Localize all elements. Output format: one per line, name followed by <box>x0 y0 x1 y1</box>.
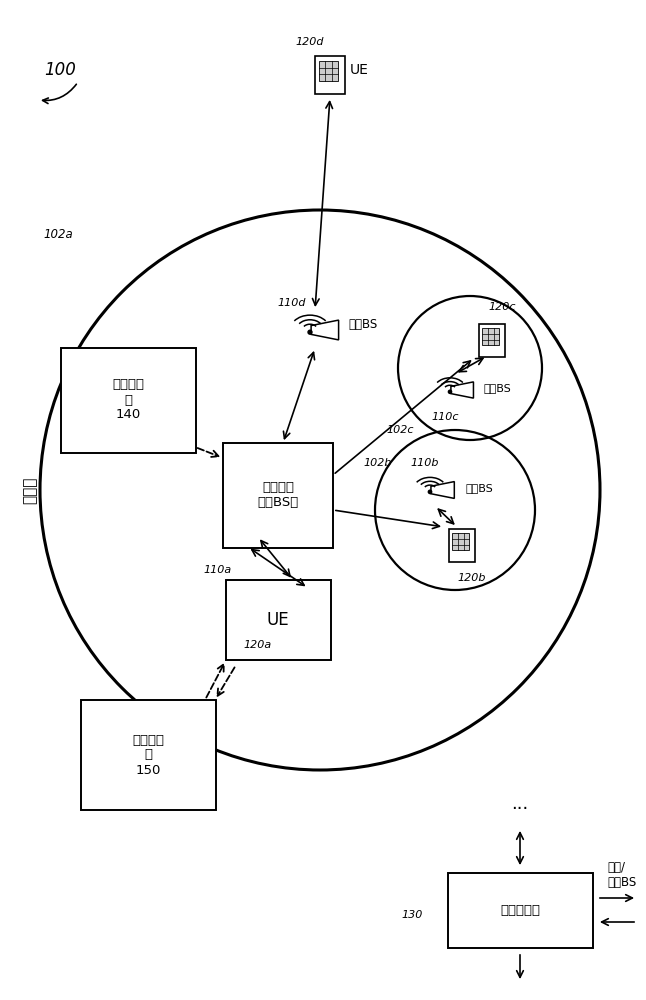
Text: 120c: 120c <box>488 302 516 312</box>
Bar <box>449 528 475 562</box>
Text: 102b: 102b <box>364 458 392 468</box>
Bar <box>315 56 345 94</box>
Text: 102a: 102a <box>43 229 73 241</box>
Text: 中继BS: 中继BS <box>348 318 377 332</box>
Bar <box>452 533 469 550</box>
Text: UE: UE <box>350 63 369 77</box>
Bar <box>483 328 499 345</box>
Text: 130: 130 <box>402 910 423 920</box>
Text: 毫微BS: 毫微BS <box>483 383 511 393</box>
Bar <box>81 700 216 810</box>
Text: 120d: 120d <box>296 37 324 47</box>
Text: 微微BS: 微微BS <box>465 483 493 493</box>
Text: UE: UE <box>267 611 289 629</box>
Text: 110b: 110b <box>411 458 439 468</box>
Text: 110a: 110a <box>204 565 232 575</box>
Circle shape <box>308 330 312 334</box>
Circle shape <box>428 490 432 494</box>
Text: 网络控制器: 网络控制器 <box>500 904 540 916</box>
Text: 110d: 110d <box>278 298 306 308</box>
Bar <box>61 348 196 452</box>
Text: 基站（例
如，BS）: 基站（例 如，BS） <box>257 481 298 509</box>
Text: 宏小区: 宏小区 <box>23 476 37 504</box>
Bar <box>318 61 339 81</box>
Text: 120a: 120a <box>243 640 271 650</box>
Text: 102c: 102c <box>386 425 413 435</box>
Text: 去往/
来自BS: 去往/ 来自BS <box>607 861 636 889</box>
Text: 110c: 110c <box>432 412 459 422</box>
Text: 信令管理
器
140: 信令管理 器 140 <box>112 378 144 422</box>
Text: 信令管理
器
150: 信令管理 器 150 <box>132 734 164 776</box>
Text: 100: 100 <box>44 61 76 79</box>
Bar <box>223 442 333 548</box>
Bar <box>225 580 331 660</box>
Bar <box>448 872 592 948</box>
Text: ···: ··· <box>512 800 528 818</box>
Text: 120b: 120b <box>458 573 486 583</box>
Bar <box>479 324 505 357</box>
Circle shape <box>448 390 452 393</box>
